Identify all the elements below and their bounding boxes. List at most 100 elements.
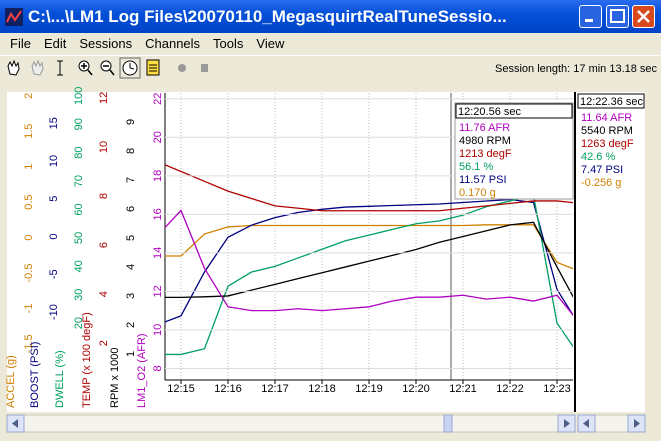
y-tick-label: 12 xyxy=(98,92,110,104)
y-tick-label: 8 xyxy=(98,193,110,199)
menu-item[interactable]: Tools xyxy=(213,36,244,51)
menu-item[interactable]: Edit xyxy=(43,36,67,51)
chart: 12:15 12:16 12:17 12:18 12:19 12:20 12:21 12:22… xyxy=(5,87,646,433)
readout-value: 42.6 % xyxy=(581,151,615,163)
y-tick-label: 80 xyxy=(73,147,85,159)
menu-item[interactable]: File xyxy=(10,36,31,51)
readout-header xyxy=(577,93,645,109)
series-line xyxy=(165,209,573,316)
session-value: 17 min 13.18 sec xyxy=(573,63,658,75)
y-tick-label: -1 xyxy=(23,304,35,314)
menu-bar: File Edit Sessions Channels Tools View xyxy=(4,34,291,54)
y-tick-label: 0 xyxy=(23,235,35,241)
readout-time: 12:20.56 sec xyxy=(458,106,521,118)
zoom-out[interactable] xyxy=(100,60,115,76)
y-tick-label: 2 xyxy=(125,322,137,328)
y-tick-label: 10 xyxy=(152,324,164,336)
y-tick-label: 70 xyxy=(73,175,85,187)
record-button[interactable] xyxy=(178,64,186,72)
y-tick-label: 60 xyxy=(73,203,85,215)
readout-box xyxy=(577,93,645,189)
maximize-button[interactable] xyxy=(606,5,629,28)
readout-value: 1263 degF xyxy=(581,138,634,150)
readout-header xyxy=(455,103,573,119)
x-tick-label: 12:18 xyxy=(308,383,336,395)
readout-value: 11.57 PSI xyxy=(459,174,507,186)
y-tick-label: 1.5 xyxy=(23,124,35,139)
menu-item[interactable]: Sessions xyxy=(79,36,133,51)
clock-tool[interactable] xyxy=(119,57,141,79)
x-tick-label: 12:15 xyxy=(167,383,195,395)
y-axis-label: RPM x 1000 xyxy=(109,347,121,408)
y-tick-label: 12 xyxy=(152,285,164,297)
readout-box xyxy=(454,102,574,200)
x-tick-label: 12:22 xyxy=(496,383,524,395)
x-tick-label: 12:20 xyxy=(402,383,430,395)
hand-tool[interactable] xyxy=(31,59,44,76)
y-tick-label: 8 xyxy=(152,365,164,371)
readout-value: 11.64 AFR xyxy=(581,112,632,124)
toolbar-icons xyxy=(7,57,208,79)
y-tick-label: 3 xyxy=(125,293,137,299)
y-tick-label: 4 xyxy=(125,264,137,270)
readout-value: 11.76 AFR xyxy=(459,122,510,134)
y-axis-label: TEMP (x 100 degF) xyxy=(81,312,93,408)
notes-tool[interactable] xyxy=(146,59,160,76)
series-line xyxy=(165,221,573,299)
y-tick-label: 100 xyxy=(73,87,85,105)
y-tick-label: 6 xyxy=(98,242,110,248)
series-line xyxy=(165,194,573,356)
y-tick-label: 90 xyxy=(73,118,85,130)
pan-tool[interactable] xyxy=(7,59,20,76)
y-axis-label: BOOST (PSI) xyxy=(29,342,41,408)
toolbar: Session length: 17 min 13.18 sec xyxy=(0,55,661,80)
y-tick-label: 2 xyxy=(98,340,110,346)
y-tick-label: 10 xyxy=(48,155,60,167)
stop-button[interactable] xyxy=(201,64,208,72)
h-scrollbar[interactable] xyxy=(6,414,646,433)
x-tick-label: 12:19 xyxy=(355,383,383,395)
y-tick-label: 30 xyxy=(73,289,85,301)
y-tick-label: 2 xyxy=(23,93,35,99)
y-tick-label: 7 xyxy=(125,177,137,183)
y-tick-label: 20 xyxy=(152,131,164,143)
readout-value: 7.47 PSI xyxy=(581,164,623,176)
y-tick-label: 0 xyxy=(48,233,60,239)
y-tick-label: -5 xyxy=(48,269,60,279)
window-title: C:\...\LM1 Log Files\20070110_Megasquirt… xyxy=(28,7,507,26)
session-info: Session length: 17 min 13.18 sec xyxy=(495,63,657,75)
readout-value: 0.170 g xyxy=(459,187,496,199)
minimize-button[interactable] xyxy=(579,5,602,28)
readout-time: 12:22.36 sec xyxy=(580,96,643,108)
y-tick-label: 5 xyxy=(48,196,60,202)
zoom-in[interactable] xyxy=(78,60,93,76)
app-icon xyxy=(5,8,23,26)
x-tick-label: 12:23 xyxy=(543,383,571,395)
y-axis-label: DWELL (%) xyxy=(54,350,66,408)
y-tick-label: 8 xyxy=(125,148,137,154)
close-button[interactable] xyxy=(632,5,655,28)
cursor-tool[interactable] xyxy=(57,60,63,76)
y-tick-label: 9 xyxy=(125,119,137,125)
y-tick-label: 10 xyxy=(98,141,110,153)
y-tick-label: -0.5 xyxy=(23,264,35,283)
readout-value: -0.256 g xyxy=(581,177,621,189)
x-tick-label: 12:21 xyxy=(449,383,477,395)
y-tick-label: 1 xyxy=(23,164,35,170)
y-tick-label: 22 xyxy=(152,93,164,105)
y-tick-label: -1.5 xyxy=(23,334,35,353)
y-tick-label: 50 xyxy=(73,232,85,244)
readout-value: 1213 degF xyxy=(459,148,512,160)
y-tick-label: 0.5 xyxy=(23,194,35,209)
y-tick-label: 4 xyxy=(98,291,110,297)
menu-item[interactable]: View xyxy=(256,36,285,51)
series-line xyxy=(165,164,573,212)
title-bar: C:\...\LM1 Log Files\20070110_Megasquirt… xyxy=(0,0,661,33)
x-tick-label: 12:16 xyxy=(214,383,242,395)
menu-item[interactable]: Channels xyxy=(145,36,201,51)
y-tick-label: 15 xyxy=(48,117,60,129)
y-tick-label: 18 xyxy=(152,170,164,182)
session-label: Session length: xyxy=(495,63,571,75)
